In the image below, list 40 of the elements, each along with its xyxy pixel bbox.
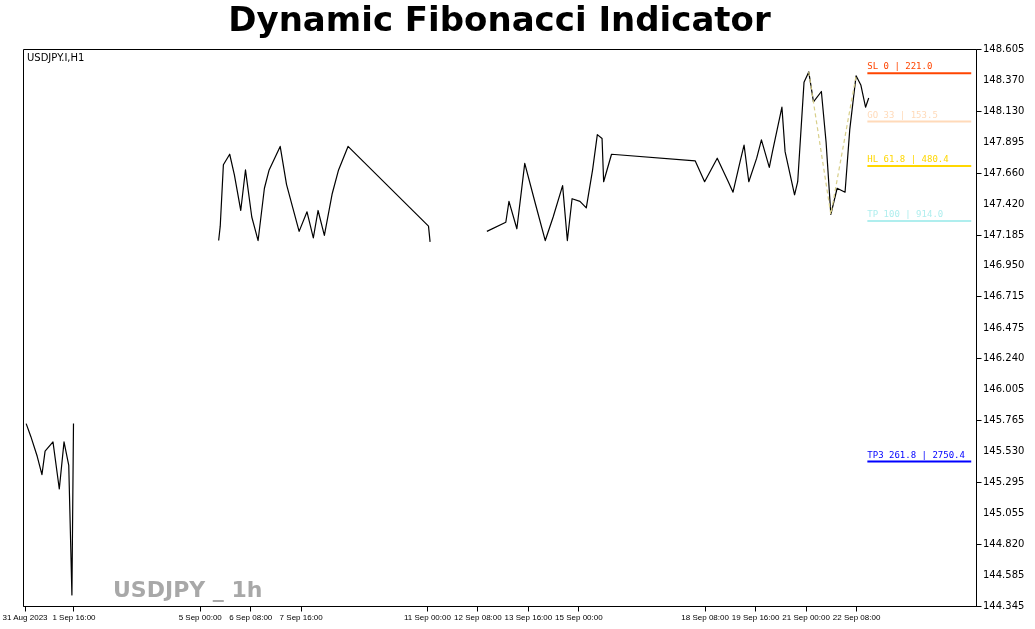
y-tick-label: 148.370 bbox=[983, 73, 1025, 85]
y-tick-label: 147.895 bbox=[983, 135, 1025, 147]
ref-line-label: GO 33 | 153.5 bbox=[867, 109, 938, 120]
x-tick-label: 12 Sep 08:00 bbox=[454, 612, 503, 622]
y-tick-label: 145.530 bbox=[983, 445, 1025, 457]
y-tick-label: 144.585 bbox=[983, 568, 1025, 580]
x-tick-label: 13 Sep 16:00 bbox=[504, 612, 553, 622]
x-tick-label: 21 Sep 00:00 bbox=[782, 612, 831, 622]
chart-subtitle: USDJPY.I,H1 bbox=[27, 52, 85, 63]
y-tick-label: 147.660 bbox=[983, 166, 1025, 178]
ref-line-label: TP3 261.8 | 2750.4 bbox=[867, 449, 965, 460]
y-tick-label: 145.295 bbox=[983, 475, 1025, 487]
y-tick-label: 146.950 bbox=[983, 259, 1025, 271]
ref-line-label: TP 100 | 914.0 bbox=[867, 208, 944, 219]
x-tick-label: 19 Sep 16:00 bbox=[731, 612, 780, 622]
y-tick-label: 145.055 bbox=[983, 507, 1025, 519]
x-tick-label: 18 Sep 08:00 bbox=[681, 612, 730, 622]
y-tick-label: 148.605 bbox=[983, 43, 1025, 54]
x-tick-label: 7 Sep 16:00 bbox=[279, 612, 324, 622]
x-tick-label: 22 Sep 08:00 bbox=[832, 612, 881, 622]
x-tick-label: 15 Sep 00:00 bbox=[555, 612, 604, 622]
y-tick-label: 146.005 bbox=[983, 382, 1025, 394]
ref-line-label: SL 0 | 221.0 bbox=[867, 61, 933, 72]
x-tick-label: 11 Sep 00:00 bbox=[403, 612, 452, 622]
x-tick-label: 5 Sep 00:00 bbox=[178, 612, 223, 622]
x-tick-label: 6 Sep 08:00 bbox=[229, 612, 273, 622]
y-tick-label: 146.240 bbox=[983, 352, 1025, 364]
y-tick-label: 146.475 bbox=[983, 321, 1025, 333]
x-tick-label: 31 Aug 2023 bbox=[2, 612, 49, 622]
x-tick-label: 1 Sep 16:00 bbox=[52, 612, 97, 622]
y-tick-label: 147.420 bbox=[983, 197, 1025, 209]
ref-line-label: HL 61.8 | 480.4 bbox=[867, 154, 949, 165]
y-tick-label: 147.185 bbox=[983, 228, 1025, 240]
y-tick-label: 144.820 bbox=[983, 537, 1025, 549]
y-tick-label: 146.715 bbox=[983, 290, 1025, 302]
y-tick-label: 145.765 bbox=[983, 414, 1025, 426]
y-tick-label: 148.130 bbox=[983, 105, 1025, 117]
chart-title: Dynamic Fibonacci Indicator bbox=[228, 0, 771, 39]
annotation: USDJPY _ 1h bbox=[113, 577, 263, 602]
y-tick-label: 144.345 bbox=[983, 600, 1025, 611]
